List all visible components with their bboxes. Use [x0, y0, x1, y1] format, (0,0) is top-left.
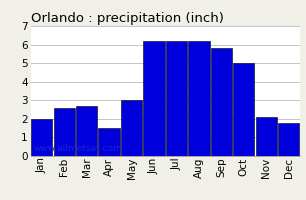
Bar [121, 100, 142, 156]
Bar [188, 41, 210, 156]
Bar [143, 41, 165, 156]
Bar [233, 63, 254, 156]
Bar [76, 106, 97, 156]
Bar [278, 123, 299, 156]
Text: Orlando : precipitation (inch): Orlando : precipitation (inch) [31, 12, 223, 25]
Text: www.allmetsat.com: www.allmetsat.com [33, 144, 122, 153]
Bar [256, 117, 277, 156]
Bar [99, 128, 120, 156]
Bar [211, 48, 232, 156]
Bar [31, 119, 53, 156]
Bar [166, 41, 187, 156]
Bar [54, 108, 75, 156]
